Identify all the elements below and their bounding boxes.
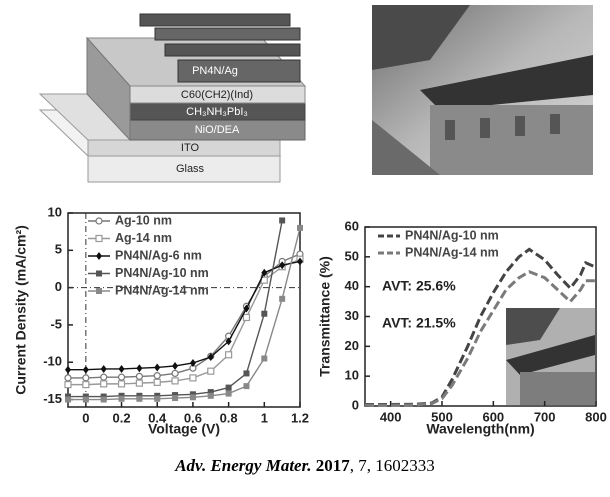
layer-label: NiO/DEA (195, 124, 240, 136)
marker (136, 373, 142, 379)
annotation: AVT: 21.5% (382, 315, 456, 331)
marker (101, 374, 107, 380)
marker (96, 218, 102, 224)
marker (101, 365, 107, 373)
y-axis-title: Current Density (mA/cm²) (13, 225, 29, 395)
marker (226, 352, 232, 358)
y-tick-label: 5 (55, 242, 62, 257)
marker (226, 385, 232, 391)
y-tick-label: 10 (345, 368, 359, 383)
y-axis-title: Transmittance (%) (317, 256, 333, 377)
marker (65, 375, 71, 381)
marker (243, 383, 249, 389)
y-tick-label: 0 (352, 397, 359, 412)
marker (243, 370, 249, 376)
marker (96, 236, 102, 242)
x-tick-label: 0.8 (220, 410, 238, 425)
y-tick-label: 0 (55, 279, 62, 294)
marker (154, 363, 160, 371)
marker (190, 375, 196, 381)
marker (136, 396, 142, 402)
marker (226, 391, 232, 397)
marker (243, 314, 249, 320)
legend-label: PN4N/Ag-10 nm (405, 228, 499, 242)
y-tick-label: -5 (50, 316, 62, 331)
marker (119, 396, 125, 402)
layer-label: CH₃NH₃PbI₃ (186, 106, 248, 118)
citation-journal: Adv. Energy Mater. (174, 456, 311, 475)
marker (172, 378, 178, 384)
x-axis-title: Wavelength(nm) (426, 421, 534, 437)
layer-label: ITO (181, 142, 200, 154)
y-tick-label: -10 (43, 354, 62, 369)
marker (83, 366, 89, 374)
layer-label: PN4N/Ag (192, 65, 238, 77)
marker (208, 393, 214, 399)
figure: PN4N/Ag C60(CH2)(Ind) CH₃NH₃PbI₃ NiO/DEA… (0, 0, 610, 492)
x-tick-label: 700 (534, 409, 556, 424)
y-tick-label: 60 (345, 218, 359, 233)
marker (261, 356, 267, 362)
legend-label: PN4N/Ag-10 nm (115, 266, 209, 280)
marker (154, 379, 160, 385)
citation-year: 2017 (316, 456, 351, 475)
marker (279, 296, 285, 302)
marker (297, 225, 303, 231)
marker (136, 364, 142, 372)
marker (172, 362, 178, 370)
photo (372, 5, 593, 175)
y-tick-label: -15 (43, 391, 62, 406)
marker (83, 397, 89, 403)
inset-photo (506, 308, 595, 405)
marker (83, 375, 89, 381)
x-tick-label: 800 (585, 409, 607, 424)
marker (119, 381, 125, 387)
marker (154, 373, 160, 379)
marker (172, 370, 178, 376)
marker (190, 394, 196, 400)
marker (83, 382, 89, 388)
marker (96, 271, 102, 277)
layer-label: Glass (176, 163, 205, 175)
y-tick-label: 50 (345, 248, 359, 263)
x-tick-label: 1.2 (291, 410, 309, 425)
marker (208, 368, 214, 374)
citation: Adv. Energy Mater. 2017, 7, 1602333 (174, 456, 435, 475)
legend-label: PN4N/Ag-14 nm (115, 283, 209, 297)
annotation: AVT: 25.6% (382, 278, 456, 294)
x-tick-label: 1 (261, 410, 268, 425)
marker (101, 397, 107, 403)
marker (172, 395, 178, 401)
marker (96, 252, 102, 260)
marker (279, 217, 285, 223)
x-tick-label: 400 (380, 409, 402, 424)
marker (65, 366, 71, 374)
legend-label: Ag-10 nm (115, 213, 172, 227)
marker (154, 396, 160, 402)
marker (261, 311, 267, 317)
x-tick-label: 0 (82, 410, 89, 425)
marker (65, 382, 71, 388)
y-tick-label: 10 (48, 204, 62, 219)
y-tick-label: 30 (345, 308, 359, 323)
marker (119, 365, 125, 373)
device-stack: PN4N/Ag C60(CH2)(Ind) CH₃NH₃PbI₃ NiO/DEA… (40, 14, 305, 182)
x-axis-title: Voltage (V) (148, 421, 220, 437)
x-tick-label: 0.2 (112, 410, 130, 425)
marker (119, 374, 125, 380)
legend-label: PN4N/Ag-14 nm (405, 245, 499, 259)
marker (96, 288, 102, 294)
y-tick-label: 20 (345, 338, 359, 353)
legend-label: Ag-14 nm (115, 231, 172, 245)
marker (136, 380, 142, 386)
legend-label: PN4N/Ag-6 nm (115, 248, 202, 262)
citation-rest: , 7, 1602333 (350, 456, 435, 475)
marker (101, 381, 107, 387)
layer-label: C60(CH2)(Ind) (181, 89, 253, 101)
y-tick-label: 40 (345, 278, 359, 293)
marker (65, 397, 71, 403)
